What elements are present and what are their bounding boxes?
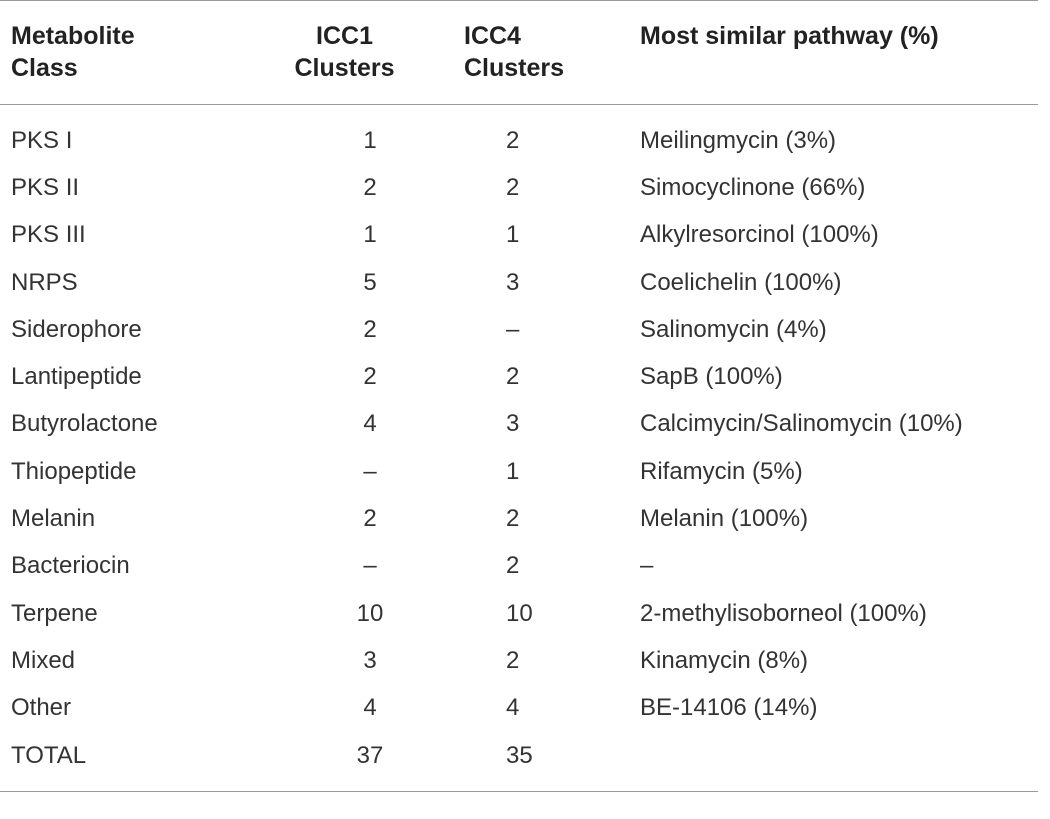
cell-icc4-clusters: 2 bbox=[506, 552, 520, 580]
header-icc1-clusters: ICC1 Clusters bbox=[270, 1, 400, 105]
cell-metabolite-class: Thiopeptide bbox=[11, 457, 137, 485]
cell-icc1-clusters: 2 bbox=[363, 505, 377, 533]
cell-icc4-clusters: 2 bbox=[506, 126, 520, 154]
cell-metabolite-class: Mixed bbox=[11, 646, 76, 674]
cell-icc1-clusters: – bbox=[363, 552, 377, 580]
header-icc1-line2: Clusters bbox=[294, 54, 395, 82]
cell-icc4-clusters: 1 bbox=[506, 457, 520, 485]
cell-most-similar-pathway: SapB (100%) bbox=[640, 363, 783, 391]
table-row: Mixed 3 2 Kinamycin (8%) bbox=[0, 637, 1038, 684]
cell-icc1-clusters: 5 bbox=[363, 268, 377, 296]
table-row: Bacteriocin – 2 – bbox=[0, 543, 1038, 590]
header-metabolite-class: Metabolite Class bbox=[0, 1, 270, 105]
cell-icc4-clusters: 2 bbox=[506, 505, 520, 533]
cell-icc1-clusters: – bbox=[363, 457, 377, 485]
cell-icc1-clusters: 4 bbox=[363, 410, 377, 438]
cell-icc4-clusters: 2 bbox=[506, 646, 520, 674]
cell-icc1-clusters: 10 bbox=[356, 599, 384, 627]
table-row: Butyrolactone 4 3 Calcimycin/Salinomycin… bbox=[0, 401, 1038, 448]
table-row: NRPS 5 3 Coelichelin (100%) bbox=[0, 259, 1038, 306]
cell-most-similar-pathway: BE-14106 (14%) bbox=[640, 694, 818, 722]
table-body: PKS I 1 2 Meilingmycin (3%) PKS II 2 2 S… bbox=[0, 105, 1038, 792]
cell-icc1-clusters: 1 bbox=[363, 221, 377, 249]
header-icc4-clusters: ICC4 Clusters bbox=[400, 1, 623, 105]
cell-icc1-clusters: 37 bbox=[356, 741, 384, 769]
header-pathway-line1: Most similar pathway (%) bbox=[640, 22, 939, 50]
cell-icc4-clusters: 4 bbox=[506, 694, 520, 722]
cell-metabolite-class: Melanin bbox=[11, 505, 96, 533]
cell-metabolite-class: Butyrolactone bbox=[11, 410, 158, 438]
cell-most-similar-pathway: Rifamycin (5%) bbox=[640, 457, 803, 485]
header-metabolite-class-line1: Metabolite bbox=[11, 22, 135, 50]
cell-most-similar-pathway: Alkylresorcinol (100%) bbox=[640, 221, 879, 249]
table-row: Melanin 2 2 Melanin (100%) bbox=[0, 495, 1038, 542]
table-row: Thiopeptide – 1 Rifamycin (5%) bbox=[0, 448, 1038, 495]
table-row-total: TOTAL 37 35 bbox=[0, 732, 1038, 792]
cell-icc1-clusters: 1 bbox=[363, 126, 377, 154]
header-row: Metabolite Class ICC1 Clusters ICC4 Clus… bbox=[0, 0, 1038, 105]
cell-icc1-clusters: 2 bbox=[363, 363, 377, 391]
cell-icc4-clusters: 35 bbox=[506, 741, 533, 769]
cell-most-similar-pathway bbox=[623, 732, 1038, 792]
metabolite-table-container: Metabolite Class ICC1 Clusters ICC4 Clus… bbox=[0, 0, 1038, 792]
cell-metabolite-class: Other bbox=[11, 694, 72, 722]
cell-most-similar-pathway: 2-methylisoborneol (100%) bbox=[640, 599, 927, 627]
cell-most-similar-pathway: Simocyclinone (66%) bbox=[640, 173, 866, 201]
cell-metabolite-class: Siderophore bbox=[11, 315, 142, 343]
metabolite-table: Metabolite Class ICC1 Clusters ICC4 Clus… bbox=[0, 0, 1038, 792]
table-row: PKS II 2 2 Simocyclinone (66%) bbox=[0, 164, 1038, 211]
cell-metabolite-class: PKS II bbox=[11, 173, 80, 201]
cell-most-similar-pathway: Meilingmycin (3%) bbox=[640, 126, 837, 154]
cell-most-similar-pathway: – bbox=[640, 552, 654, 580]
cell-icc4-clusters: 2 bbox=[506, 363, 520, 391]
table-row: Lantipeptide 2 2 SapB (100%) bbox=[0, 353, 1038, 400]
table-header: Metabolite Class ICC1 Clusters ICC4 Clus… bbox=[0, 0, 1038, 105]
cell-metabolite-class: TOTAL bbox=[11, 741, 87, 769]
cell-icc1-clusters: 2 bbox=[363, 315, 377, 343]
cell-most-similar-pathway: Kinamycin (8%) bbox=[640, 646, 809, 674]
cell-most-similar-pathway: Salinomycin (4%) bbox=[640, 315, 827, 343]
cell-icc1-clusters: 3 bbox=[363, 646, 377, 674]
cell-icc4-clusters: 1 bbox=[506, 221, 520, 249]
cell-metabolite-class: Lantipeptide bbox=[11, 363, 142, 391]
cell-icc1-clusters: 2 bbox=[363, 173, 377, 201]
cell-icc4-clusters: 10 bbox=[506, 599, 533, 627]
cell-metabolite-class: NRPS bbox=[11, 268, 78, 296]
cell-most-similar-pathway: Coelichelin (100%) bbox=[640, 268, 842, 296]
cell-icc1-clusters: 4 bbox=[363, 694, 377, 722]
table-row: Other 4 4 BE-14106 (14%) bbox=[0, 685, 1038, 732]
cell-icc4-clusters: 3 bbox=[506, 410, 520, 438]
cell-icc4-clusters: – bbox=[506, 315, 520, 343]
cell-most-similar-pathway: Melanin (100%) bbox=[640, 505, 809, 533]
cell-metabolite-class: Terpene bbox=[11, 599, 98, 627]
header-icc4-line2: Clusters bbox=[464, 54, 565, 82]
table-row: Terpene 10 10 2-methylisoborneol (100%) bbox=[0, 590, 1038, 637]
table-row: Siderophore 2 – Salinomycin (4%) bbox=[0, 306, 1038, 353]
table-row: PKS I 1 2 Meilingmycin (3%) bbox=[0, 105, 1038, 165]
cell-metabolite-class: PKS III bbox=[11, 221, 86, 249]
table-row: PKS III 1 1 Alkylresorcinol (100%) bbox=[0, 212, 1038, 259]
header-icc4-line1: ICC4 bbox=[464, 22, 521, 50]
header-metabolite-class-line2: Class bbox=[11, 54, 78, 82]
header-most-similar-pathway: Most similar pathway (%) bbox=[623, 1, 1038, 105]
cell-icc4-clusters: 3 bbox=[506, 268, 520, 296]
cell-metabolite-class: Bacteriocin bbox=[11, 552, 130, 580]
cell-metabolite-class: PKS I bbox=[11, 126, 73, 154]
header-icc1-line1: ICC1 bbox=[316, 22, 373, 50]
cell-most-similar-pathway: Calcimycin/Salinomycin (10%) bbox=[640, 410, 963, 438]
cell-icc4-clusters: 2 bbox=[506, 173, 520, 201]
